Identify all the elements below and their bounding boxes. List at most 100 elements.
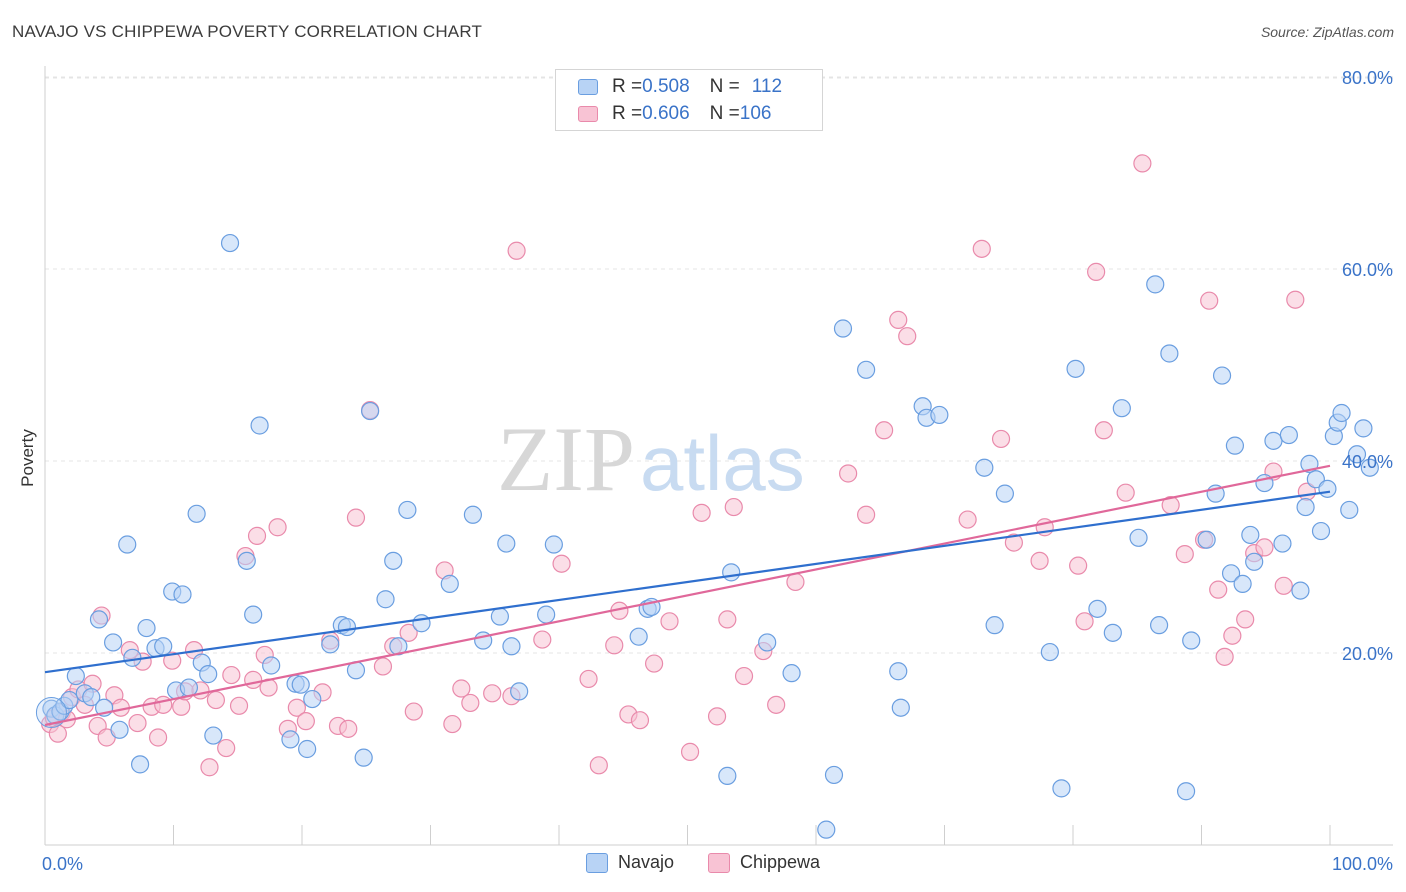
legend-row-chippewa: R = 0.606 N = 106 [578, 103, 771, 125]
navajo-point [110, 720, 129, 739]
chippewa-point [579, 669, 598, 689]
navajo-point [817, 820, 836, 839]
tick-labels: 20.0% 40.0% 60.0% 80.0% 0.0% 100.0% [42, 68, 1393, 874]
navajo-point [490, 607, 509, 626]
chippewa-point [786, 572, 805, 592]
navajo-point [220, 233, 240, 253]
chippewa-point [1030, 551, 1049, 570]
chippewa-point [898, 327, 917, 346]
y-tick-label: 40.0% [1342, 452, 1393, 472]
navajo-point [1241, 525, 1260, 545]
legend-n-value: 106 [739, 103, 772, 124]
navajo-point [1360, 458, 1379, 477]
chippewa-point [1255, 538, 1274, 557]
navajo-point [35, 697, 67, 729]
chippewa-point [399, 623, 418, 642]
chippewa-point [483, 684, 502, 703]
navajo-point [250, 416, 269, 435]
source-label: Source: ZipAtlas.com [1260, 24, 1394, 40]
chippewa-point [346, 508, 366, 527]
navajo-point [463, 505, 483, 524]
chippewa-point [1200, 291, 1219, 310]
chippewa-point [605, 636, 624, 655]
chippewa-point [1087, 262, 1106, 281]
navajo-point [237, 551, 256, 570]
navajo-point [1129, 528, 1148, 547]
legend-n-label: N = [709, 76, 740, 97]
chippewa-point [222, 665, 241, 685]
navajo-point [833, 319, 853, 338]
legend-row-navajo: R = 0.508 N = 112 [578, 76, 782, 98]
navajo-point [722, 563, 741, 582]
chippewa-point [1133, 154, 1152, 173]
navajo-point [1340, 500, 1359, 520]
chippewa-point [507, 241, 526, 260]
chippewa-trend-line [44, 464, 1331, 727]
x-tick-label: 0.0% [42, 854, 83, 874]
navajo-point [384, 551, 403, 570]
chippewa-swatch [707, 852, 730, 873]
navajo-point [104, 633, 123, 652]
chippewa-point [1069, 556, 1088, 575]
navajo-point [1103, 623, 1122, 642]
chippewa-point [991, 429, 1011, 449]
series-legend-navajo: Navajo [585, 852, 674, 873]
chippewa-point [1223, 626, 1242, 645]
chippewa-point [718, 610, 737, 629]
navajo-point [1212, 366, 1232, 385]
navajo-point [758, 633, 777, 652]
navajo-point [1088, 599, 1107, 618]
legend-n-label: N = [709, 103, 740, 124]
navajo-point [1225, 436, 1245, 455]
navajo-point [281, 730, 300, 749]
chippewa-point [373, 657, 393, 676]
navajo-point [130, 755, 150, 774]
chippewa-point [958, 510, 977, 529]
navajo-point [118, 535, 137, 554]
navajo-point [1279, 425, 1298, 445]
axes [44, 66, 1393, 846]
navajo-point [376, 590, 395, 609]
navajo-point [537, 605, 556, 624]
navajo-point [173, 585, 192, 604]
y-axis-label: Poverty [18, 429, 37, 487]
chippewa-point [692, 503, 711, 522]
navajo-point [398, 500, 417, 520]
chippewa-point [630, 711, 650, 730]
legend-r-label: R = [612, 76, 643, 97]
series-legend-label: Chippewa [739, 852, 821, 872]
navajo-point [629, 627, 648, 646]
chippewa-point [247, 526, 267, 545]
y-tick-label: 80.0% [1342, 68, 1393, 88]
chippewa-point [217, 738, 236, 758]
chippewa-point [1075, 612, 1094, 631]
navajo-point [262, 656, 281, 675]
navajo-point [291, 675, 310, 694]
navajo-point [199, 665, 218, 684]
series-legend-label: Navajo [617, 852, 674, 872]
navajo-point [321, 635, 340, 654]
chippewa-point [148, 728, 168, 747]
navajo-point [1040, 642, 1059, 662]
navajo-point [337, 617, 357, 637]
navajo-point [995, 484, 1014, 503]
navajo-point [544, 535, 563, 554]
navajo-point [1052, 779, 1071, 798]
chippewa-point [404, 702, 423, 721]
chippewa-point [48, 724, 67, 743]
navajo-point [1245, 552, 1264, 571]
chippewa-point [1209, 580, 1228, 599]
trend-lines [44, 464, 1331, 727]
chippewa-point [839, 464, 858, 483]
x-tick-label: 100.0% [1332, 854, 1393, 874]
series-legend-chippewa: Chippewa [707, 852, 821, 873]
chippewa-point [767, 695, 786, 714]
navajo-point [718, 766, 737, 785]
navajo-point [1332, 403, 1351, 423]
navajo-point [1291, 581, 1310, 600]
navajo-point [510, 682, 529, 701]
chippewa-point [200, 758, 219, 777]
chippewa-point [707, 707, 727, 726]
navajo-point [857, 360, 876, 379]
